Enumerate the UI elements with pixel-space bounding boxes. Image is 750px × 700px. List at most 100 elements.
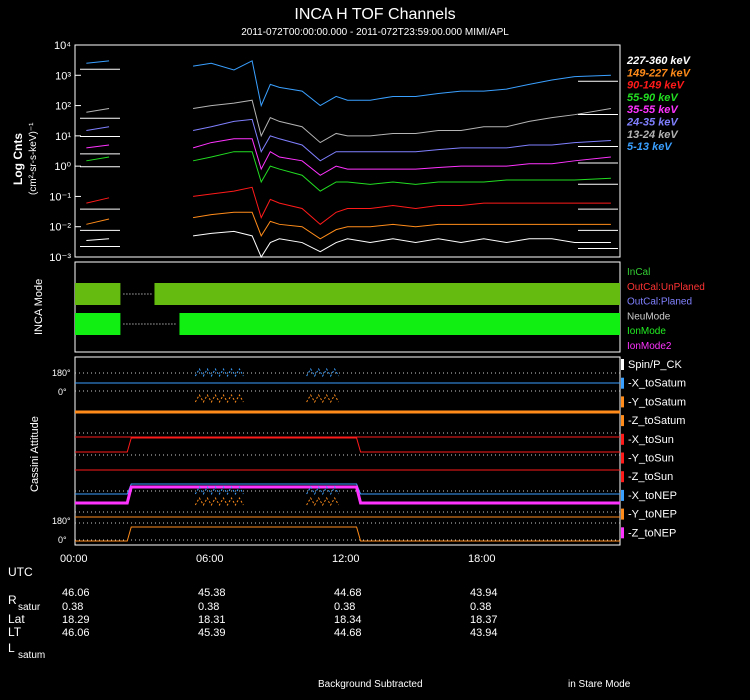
ephemeris-value: 0.38	[470, 601, 492, 613]
flux-ytick-label: 10³	[55, 70, 71, 82]
time-tick-3: 18:00	[468, 553, 496, 565]
attitude-legend-entry: -Z_toSun	[628, 471, 673, 483]
attitude-oscillation	[306, 496, 340, 507]
flux-legend-entry: 13-24 keV	[627, 129, 679, 141]
attitude-legend-swatch	[621, 489, 624, 501]
mode-legend-entry: OutCal:UnPlaned	[627, 282, 705, 293]
mode-legend-entry: IonMode2	[627, 341, 672, 352]
ephemeris-value: 18.34	[334, 614, 362, 626]
attitude-oscillation	[306, 393, 340, 404]
eph-sub-r: satur	[18, 602, 41, 613]
flux-yunits: (cm²-sr-s-keV)⁻¹	[28, 122, 39, 195]
flux-series-3-main	[192, 151, 611, 192]
ephemeris-value: 45.38	[198, 587, 226, 599]
mode-bar	[75, 313, 121, 335]
mode-bar	[179, 313, 621, 335]
mode-panel-frame	[74, 261, 621, 353]
mode-legend-entry: NeuMode	[627, 311, 671, 322]
ephemeris-value: 18.37	[470, 614, 498, 626]
eph-label-lt: LT	[8, 625, 22, 639]
mode-ylabel: INCA Mode	[33, 279, 45, 335]
attitude-oscillation	[194, 496, 244, 507]
ephemeris-value: 44.68	[334, 627, 362, 639]
attitude-trace	[75, 483, 620, 495]
flux-series-7-early	[86, 60, 110, 64]
ephemeris-value: 43.94	[470, 587, 498, 599]
mode-legend-entry: OutCal:Planed	[627, 297, 692, 308]
figure-title: INCA H TOF Channels	[294, 6, 456, 23]
flux-series-0-main	[193, 230, 611, 259]
attitude-tick-bottom-a: 180°	[52, 516, 71, 526]
flux-legend-entry: 35-55 keV	[627, 104, 679, 116]
attitude-tick-top: 180°	[52, 368, 71, 378]
attitude-legend-entry: -Z_toSatum	[628, 415, 685, 427]
attitude-panel-frame	[74, 356, 621, 546]
attitude-legend-entry: -X_toSun	[628, 434, 674, 446]
attitude-legend-swatch	[621, 359, 624, 370]
attitude-trace	[75, 485, 620, 505]
attitude-oscillation	[194, 485, 244, 496]
flux-series-5-main	[192, 118, 611, 162]
mode-panel: InCal OutCal:UnPlaned OutCal:Planed NeuMode…	[33, 261, 705, 353]
flux-series-6-early	[86, 108, 110, 113]
flux-legend-entry: 227-360 keV	[626, 55, 692, 67]
flux-ytick-label: 10⁻¹	[49, 191, 71, 203]
flux-ytick-label: 10⁰	[54, 161, 71, 173]
attitude-legend-entry: -Y_toSun	[628, 453, 674, 465]
attitude-legend-entry: -X_toNEP	[628, 490, 677, 502]
attitude-trace	[75, 437, 620, 453]
attitude-tick-mid: 0°	[58, 387, 67, 397]
ephemeris-value: 0.38	[198, 601, 220, 613]
attitude-tick-bottom-b: 0°	[58, 535, 67, 545]
flux-legend-entry: 149-227 keV	[627, 67, 692, 79]
flux-ytick-label: 10⁻²	[49, 222, 71, 234]
ephemeris-value: 18.31	[198, 614, 226, 626]
flux-series-6-main	[193, 99, 612, 144]
flux-legend-entry: 5-13 keV	[627, 141, 673, 153]
eph-sub-l: satum	[18, 650, 46, 661]
flux-series-2-early	[86, 197, 110, 204]
flux-ytick-label: 10¹	[55, 131, 71, 143]
attitude-legend-swatch	[621, 508, 624, 520]
eph-label-r: R	[8, 593, 17, 607]
ephemeris-value: 43.94	[470, 627, 498, 639]
flux-ytick-label: 10⁴	[54, 40, 71, 52]
attitude-oscillation	[306, 367, 340, 378]
attitude-legend-swatch	[621, 377, 624, 389]
ephemeris-value: 0.38	[62, 601, 84, 613]
attitude-oscillation	[306, 485, 340, 496]
flux-series-1-main	[193, 211, 611, 240]
footer-right: in Stare Mode	[568, 679, 631, 690]
flux-legend-entry: 90-149 keV	[627, 80, 686, 92]
ephemeris-value: 44.68	[334, 587, 362, 599]
attitude-legend-entry: Spin/P_CK	[628, 359, 682, 371]
attitude-panel: Spin/P_CK -X_toSatum -Y_toSatum -Z_toSatum -…	[29, 356, 686, 546]
attitude-oscillation	[194, 367, 244, 378]
flux-series-4-main	[192, 138, 611, 176]
attitude-legend-entry: -Y_toSatum	[628, 396, 686, 408]
flux-legend-entry: 24-35 keV	[626, 117, 679, 129]
figure-subtitle: 2011-072T00:00:00.000 - 2011-072T23:59:0…	[241, 27, 509, 38]
flux-ytick-label: 10²	[55, 101, 71, 113]
flux-series-0-early	[86, 238, 110, 242]
attitude-oscillation	[194, 393, 244, 404]
attitude-legend-swatch	[621, 471, 624, 483]
flux-series-7-main	[193, 60, 611, 108]
attitude-legend-swatch	[621, 396, 624, 408]
flux-series-4-early	[86, 144, 110, 149]
flux-ytick-label: 10⁻³	[49, 252, 71, 264]
time-tick-1: 06:00	[196, 553, 224, 565]
mode-bar	[154, 283, 620, 305]
attitude-legend-entry: -Y_toNEP	[628, 509, 677, 521]
flux-series-2-main	[193, 186, 611, 225]
flux-series-3-early	[86, 156, 110, 162]
ephemeris-value: 18.29	[62, 614, 90, 626]
flux-series-1-early	[86, 218, 110, 225]
eph-label-lat: Lat	[8, 612, 25, 626]
attitude-legend-swatch	[621, 527, 624, 539]
flux-legend-entry: 55-90 keV	[627, 92, 679, 104]
mode-legend-entry: InCal	[627, 267, 650, 278]
